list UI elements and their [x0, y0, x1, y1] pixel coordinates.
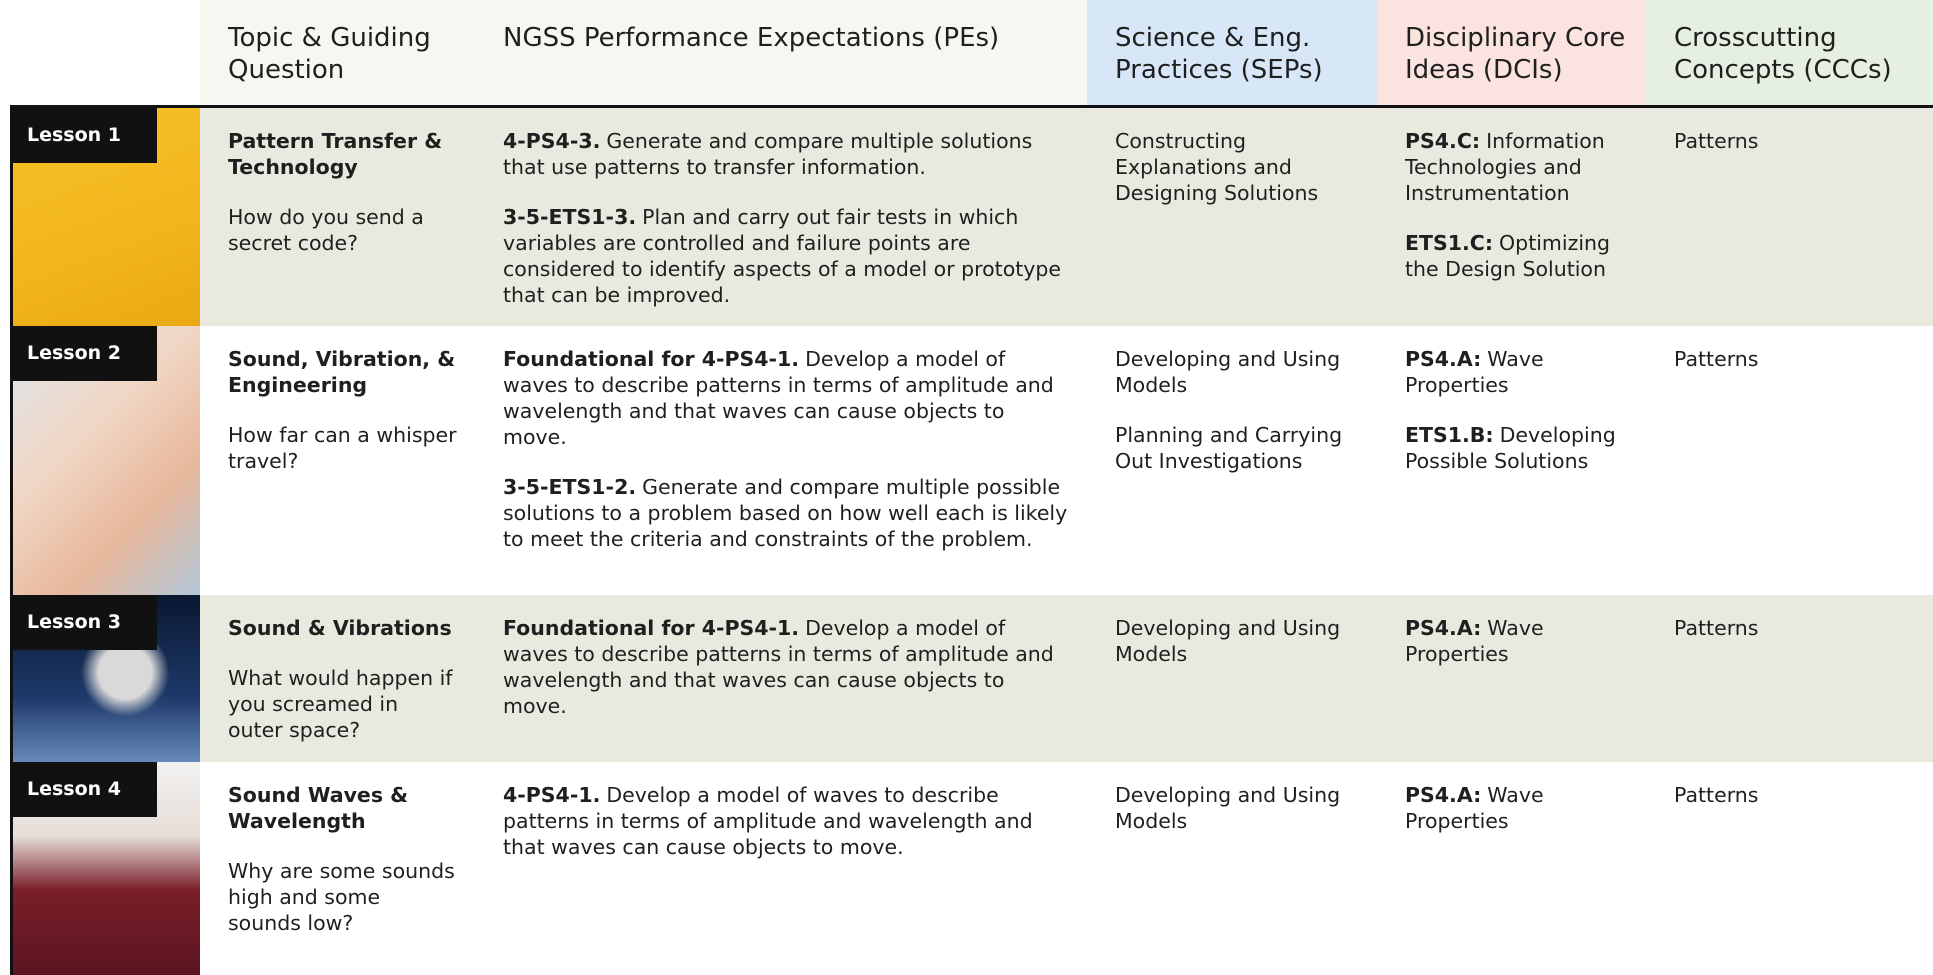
- performance-expectation: 4-PS4-1. Develop a model of waves to desc…: [503, 782, 1071, 860]
- topic-title: Sound Waves & Wavelength: [228, 783, 409, 833]
- lesson-row: Lesson 2 Sound, Vibration, & Engineering H…: [13, 326, 1933, 595]
- dci-cell: PS4.A: Wave Properties: [1377, 595, 1646, 767]
- core-idea: ETS1.B: Developing Possible Solutions: [1405, 422, 1630, 474]
- pe-text: Plan and carry out fair tests in which v…: [503, 205, 1062, 307]
- topic-cell: Sound Waves & Wavelength Why are some sou…: [200, 762, 475, 975]
- lesson-label: Lesson 1: [13, 108, 157, 163]
- column-header: Topic & Guiding Question: [200, 0, 475, 105]
- topic-title: Sound & Vibrations: [228, 616, 452, 640]
- pe-cell: 4-PS4-1. Develop a model of waves to desc…: [475, 762, 1087, 975]
- sep-cell: Constructing Explanations and Designing …: [1087, 108, 1377, 332]
- performance-expectation: Foundational for 4-PS4-1. Develop a model…: [503, 615, 1071, 719]
- lesson-image: Lesson 3: [13, 595, 200, 767]
- pe-code: 4-PS4-1.: [503, 783, 601, 807]
- pe-text: Generate and compare multiple solutions …: [503, 129, 1033, 179]
- column-header: NGSS Performance Expectations (PEs): [475, 0, 1087, 105]
- pe-code: 3-5-ETS1-2.: [503, 475, 637, 499]
- lesson-label: Lesson 2: [13, 326, 157, 381]
- core-idea: PS4.C: Information Technologies and Instr…: [1405, 128, 1630, 206]
- practice: Developing and Using Models: [1115, 347, 1341, 397]
- table-header: Topic & Guiding Question NGSS Performance…: [200, 0, 1933, 105]
- column-header: Crosscutting Concepts (CCCs): [1646, 0, 1933, 105]
- guiding-question: How do you send a secret code?: [228, 205, 424, 255]
- topic-cell: Sound, Vibration, & Engineering How far c…: [200, 326, 475, 595]
- ccc-cell: Patterns: [1646, 108, 1933, 332]
- ccc-cell: Patterns: [1646, 762, 1933, 975]
- lesson-image: Lesson 2: [13, 326, 200, 595]
- dci-code: PS4.A:: [1405, 616, 1482, 640]
- dci-code: ETS1.C:: [1405, 231, 1494, 255]
- lesson-label: Lesson 4: [13, 762, 157, 817]
- topic-title: Sound, Vibration, & Engineering: [228, 347, 456, 397]
- practice: Constructing Explanations and Designing …: [1115, 129, 1319, 205]
- crosscutting-concept: Patterns: [1674, 347, 1759, 371]
- guiding-question: Why are some sounds high and some sounds…: [228, 859, 455, 935]
- pe-text: Develop a model of waves to describe pat…: [503, 616, 1054, 718]
- lesson-table: Lesson 1 Pattern Transfer & Technology How…: [10, 105, 1933, 975]
- lesson-row: Lesson 1 Pattern Transfer & Technology How…: [13, 108, 1933, 332]
- core-idea: ETS1.C: Optimizing the Design Solution: [1405, 230, 1630, 282]
- core-idea: PS4.A: Wave Properties: [1405, 346, 1630, 398]
- dci-cell: PS4.A: Wave Properties ETS1.B: Developing P…: [1377, 326, 1646, 595]
- dci-text: Wave Properties: [1405, 347, 1544, 397]
- pe-code: 4-PS4-3.: [503, 129, 601, 153]
- pe-code: Foundational for 4-PS4-1.: [503, 347, 800, 371]
- column-header: Disciplinary Core Ideas (DCIs): [1377, 0, 1646, 105]
- column-header: Science & Eng. Practices (SEPs): [1087, 0, 1377, 105]
- guiding-question: How far can a whisper travel?: [228, 423, 457, 473]
- lesson-image: Lesson 1: [13, 108, 200, 332]
- ccc-cell: Patterns: [1646, 595, 1933, 767]
- dci-text: Wave Properties: [1405, 616, 1544, 666]
- pe-code: 3-5-ETS1-3.: [503, 205, 637, 229]
- dci-code: PS4.A:: [1405, 783, 1482, 807]
- pe-text: Develop a model of waves to describe pat…: [503, 783, 1033, 859]
- dci-code: ETS1.B:: [1405, 423, 1494, 447]
- performance-expectation: 3-5-ETS1-2. Generate and compare multiple…: [503, 474, 1071, 552]
- core-idea: PS4.A: Wave Properties: [1405, 782, 1630, 834]
- performance-expectation: 3-5-ETS1-3. Plan and carry out fair tests…: [503, 204, 1071, 308]
- pe-cell: Foundational for 4-PS4-1. Develop a model…: [475, 595, 1087, 767]
- dci-code: PS4.C:: [1405, 129, 1481, 153]
- topic-cell: Pattern Transfer & Technology How do you …: [200, 108, 475, 332]
- practice: Developing and Using Models: [1115, 783, 1341, 833]
- crosscutting-concept: Patterns: [1674, 616, 1759, 640]
- topic-cell: Sound & Vibrations What would happen if y…: [200, 595, 475, 767]
- pe-text: Develop a model of waves to describe pat…: [503, 347, 1054, 449]
- pe-cell: 4-PS4-3. Generate and compare multiple so…: [475, 108, 1087, 332]
- dci-text: Developing Possible Solutions: [1405, 423, 1616, 473]
- dci-cell: PS4.C: Information Technologies and Instr…: [1377, 108, 1646, 332]
- lesson-image: Lesson 4: [13, 762, 200, 975]
- lesson-row: Lesson 3 Sound & Vibrations What would hap…: [13, 595, 1933, 767]
- pe-text: Generate and compare multiple possible s…: [503, 475, 1068, 551]
- core-idea: PS4.A: Wave Properties: [1405, 615, 1630, 667]
- topic-title: Pattern Transfer & Technology: [228, 129, 443, 179]
- performance-expectation: Foundational for 4-PS4-1. Develop a model…: [503, 346, 1071, 450]
- lesson-label: Lesson 3: [13, 595, 157, 650]
- practice: Developing and Using Models: [1115, 616, 1341, 666]
- sep-cell: Developing and Using Models Planning and …: [1087, 326, 1377, 595]
- guiding-question: What would happen if you screamed in out…: [228, 666, 453, 742]
- sep-cell: Developing and Using Models: [1087, 595, 1377, 767]
- dci-text: Information Technologies and Instrumenta…: [1405, 129, 1605, 205]
- pe-code: Foundational for 4-PS4-1.: [503, 616, 800, 640]
- practice: Planning and Carrying Out Investigations: [1115, 423, 1343, 473]
- dci-text: Optimizing the Design Solution: [1405, 231, 1611, 281]
- lesson-row: Lesson 4 Sound Waves & Wavelength Why are …: [13, 762, 1933, 975]
- dci-code: PS4.A:: [1405, 347, 1482, 371]
- crosscutting-concept: Patterns: [1674, 129, 1759, 153]
- performance-expectation: 4-PS4-3. Generate and compare multiple so…: [503, 128, 1071, 180]
- dci-cell: PS4.A: Wave Properties: [1377, 762, 1646, 975]
- pe-cell: Foundational for 4-PS4-1. Develop a model…: [475, 326, 1087, 595]
- dci-text: Wave Properties: [1405, 783, 1544, 833]
- crosscutting-concept: Patterns: [1674, 783, 1759, 807]
- sep-cell: Developing and Using Models: [1087, 762, 1377, 975]
- ccc-cell: Patterns: [1646, 326, 1933, 595]
